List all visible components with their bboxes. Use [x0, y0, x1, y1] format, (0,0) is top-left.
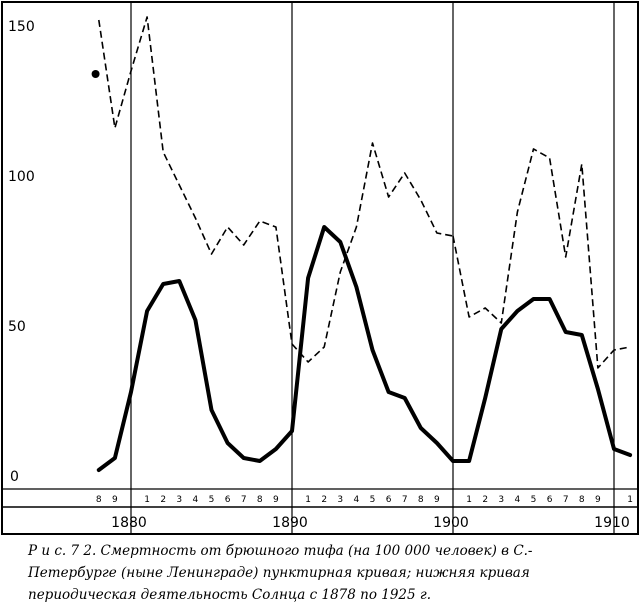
- chart-frame: [1, 1, 639, 535]
- decade-label-1890: 1890: [272, 515, 308, 531]
- year-tick-1902: 2: [482, 495, 488, 505]
- year-tick-1899: 9: [434, 495, 440, 505]
- figure-caption: Р и с. 7 2. Смертность от брюшного тифа …: [28, 543, 533, 603]
- year-tick-1891: 1: [305, 495, 311, 505]
- y-tick-0: 0: [10, 469, 19, 485]
- year-tick-1892: 2: [321, 495, 327, 505]
- year-tick-1907: 7: [563, 495, 569, 505]
- year-tick-1901: 1: [466, 495, 472, 505]
- year-tick-1897: 7: [402, 495, 408, 505]
- year-tick-1882: 2: [160, 495, 166, 505]
- year-tick-1888: 8: [257, 495, 263, 505]
- decade-labels: 1880 1890 1900 1910: [111, 515, 630, 531]
- year-tick-1889: 9: [273, 495, 279, 505]
- series-solid-solar-activity: [96, 225, 633, 472]
- year-tick-1896: 6: [386, 495, 392, 505]
- year-tick-1884: 4: [193, 495, 199, 505]
- year-tick-1883: 3: [176, 495, 182, 505]
- year-tick-1905: 5: [531, 495, 537, 505]
- y-tick-50: 50: [8, 319, 26, 335]
- y-axis-ticks: 0 50 100 150: [8, 19, 35, 485]
- dashed-isolated-point-1: [91, 70, 100, 78]
- year-tick-1909: 9: [595, 495, 601, 505]
- y-tick-100: 100: [8, 169, 35, 185]
- year-tick-1881: 1: [144, 495, 150, 505]
- year-tick-1908: 8: [579, 495, 585, 505]
- decade-lines: [130, 2, 615, 534]
- outer-border: [1, 1, 639, 535]
- year-tick-1878: 8: [96, 495, 102, 505]
- decade-label-1900: 1900: [433, 515, 469, 531]
- dashed-segment-2: [291, 142, 454, 363]
- year-tick-1898: 8: [418, 495, 424, 505]
- y-tick-150: 150: [8, 19, 35, 35]
- solid-series-line: [96, 225, 633, 472]
- series-dashed-typhoid-mortality: [91, 16, 631, 369]
- year-tick-1904: 4: [515, 495, 521, 505]
- year-tick-1887: 7: [241, 495, 247, 505]
- year-tick-1879: 9: [112, 495, 118, 505]
- decade-label-1880: 1880: [111, 515, 147, 531]
- decade-label-1910: 1910: [594, 515, 630, 531]
- year-tick-1894: 4: [354, 495, 360, 505]
- dashed-segment-3: [452, 148, 631, 369]
- year-tick-1885: 5: [209, 495, 215, 505]
- year-tick-1886: 6: [225, 495, 231, 505]
- year-tick-1911: 1: [627, 495, 633, 505]
- year-tick-1893: 3: [337, 495, 343, 505]
- year-tick-1906: 6: [547, 495, 553, 505]
- year-tick-1903: 3: [498, 495, 504, 505]
- year-tick-1895: 5: [370, 495, 376, 505]
- dashed-segment-1: [98, 16, 293, 345]
